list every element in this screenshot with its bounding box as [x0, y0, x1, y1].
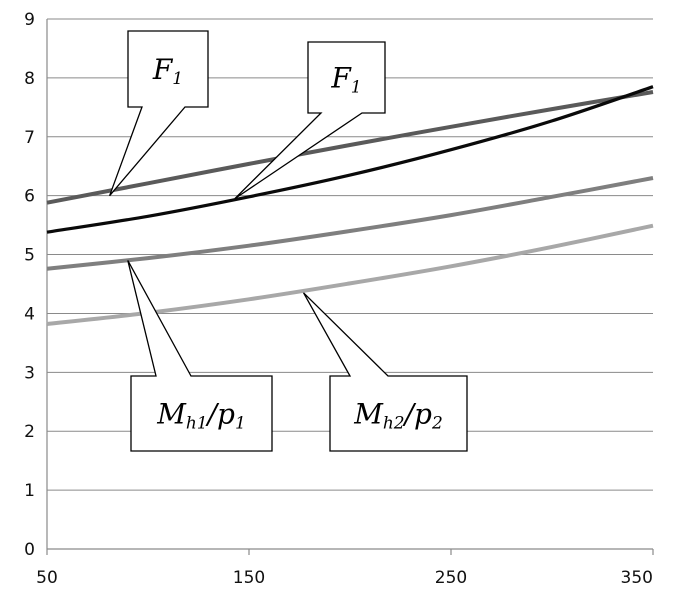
- x-tick-label: 250: [435, 568, 467, 588]
- callout-main-text: /p: [205, 398, 235, 431]
- callout-f1-left: F1: [109, 30, 209, 197]
- series-line-dark: [46, 85, 654, 234]
- callout-f1-right: F1: [234, 41, 386, 200]
- y-tick-label: 2: [24, 422, 35, 442]
- x-tick-label: 50: [36, 568, 58, 588]
- y-tick-label: 7: [24, 128, 35, 148]
- callout-label: Mh1/p1: [156, 398, 246, 434]
- axes: [46, 19, 654, 555]
- y-tick-label: 4: [24, 304, 35, 324]
- callout-main-text: F: [330, 62, 352, 95]
- callout-subscript: h2: [383, 414, 405, 434]
- x-tick-label: 150: [233, 568, 265, 588]
- callout-box: [302, 292, 468, 452]
- callout-label: F1: [152, 53, 183, 89]
- callout-box: [234, 41, 386, 200]
- callout-main-text: F: [152, 53, 174, 86]
- tick-labels: 0 1 2 3 4 5 6 7 8 9 50 150 250 350: [24, 10, 653, 588]
- y-tick-label: 6: [24, 187, 35, 207]
- callout-subscript: 1: [172, 69, 183, 89]
- callout-subscript: 1: [235, 414, 246, 434]
- y-tick-label: 5: [24, 246, 35, 266]
- callout-box: [127, 260, 273, 452]
- series-line-lower: [46, 223, 654, 326]
- callout-mh2-p2: Mh2/p2: [302, 292, 468, 452]
- y-tick-label: 9: [24, 10, 35, 30]
- callout-subscript: 1: [351, 78, 362, 98]
- callout-subscript: 2: [431, 414, 443, 434]
- callout-label: Mh2/p2: [353, 398, 443, 434]
- series-lines: [46, 85, 654, 326]
- callout-label: F1: [330, 62, 361, 98]
- x-tick-label: 350: [621, 568, 653, 588]
- callout-box: [109, 30, 209, 197]
- callout-mh1-p1: Mh1/p1: [127, 260, 273, 452]
- y-tick-label: 3: [24, 363, 35, 383]
- series-line-upper: [46, 90, 654, 205]
- y-tick-label: 8: [24, 69, 35, 89]
- callout-subscript: h1: [186, 414, 208, 434]
- y-tick-label: 1: [24, 481, 35, 501]
- callout-main-text: M: [353, 398, 384, 431]
- callout-main-text: /p: [402, 398, 432, 431]
- series-line-middle: [46, 176, 654, 271]
- callout-main-text: M: [156, 398, 187, 431]
- y-tick-label: 0: [24, 540, 35, 560]
